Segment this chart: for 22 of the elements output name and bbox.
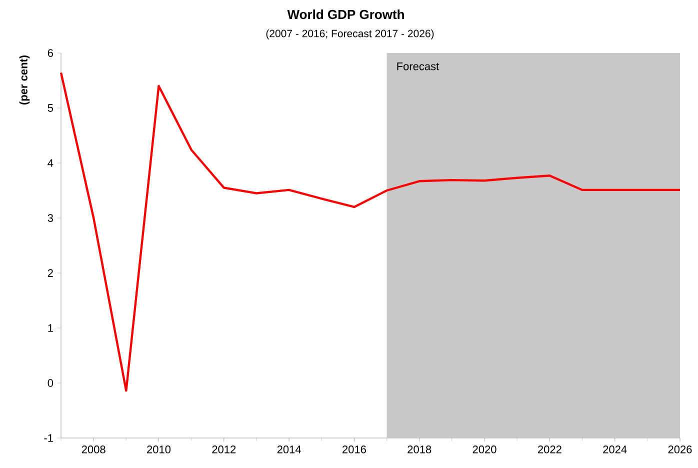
band-label: Forecast — [397, 62, 440, 70]
y-tick-label: 2 — [48, 269, 53, 277]
x-tick-label: 2018 — [408, 446, 432, 454]
y-tick-label: 0 — [48, 379, 54, 387]
x-tick-label: 2020 — [472, 446, 496, 454]
chart-subtitle: (2007 - 2016; Forecast 2017 - 2026) — [266, 30, 434, 40]
x-tick-label: 2024 — [603, 446, 627, 454]
y-axis-title: (per cent) — [19, 55, 30, 104]
x-tick-label: 2014 — [277, 446, 301, 454]
y-tick-label: -1 — [44, 434, 53, 442]
y-tick-label: 6 — [48, 49, 53, 57]
x-tick-label: 2012 — [212, 446, 236, 454]
x-tick-label: 2022 — [538, 446, 562, 454]
x-tick-label: 2026 — [668, 446, 692, 454]
y-tick-label: 1 — [48, 324, 53, 332]
x-tick-label: 2016 — [342, 446, 366, 454]
y-tick-label: 5 — [48, 104, 54, 112]
y-tick-label: 4 — [48, 159, 54, 167]
x-tick-label: 2008 — [82, 446, 106, 454]
chart-title: World GDP Growth — [287, 10, 404, 20]
y-tick-label: 3 — [48, 214, 53, 222]
x-tick-label: 2010 — [147, 446, 171, 454]
